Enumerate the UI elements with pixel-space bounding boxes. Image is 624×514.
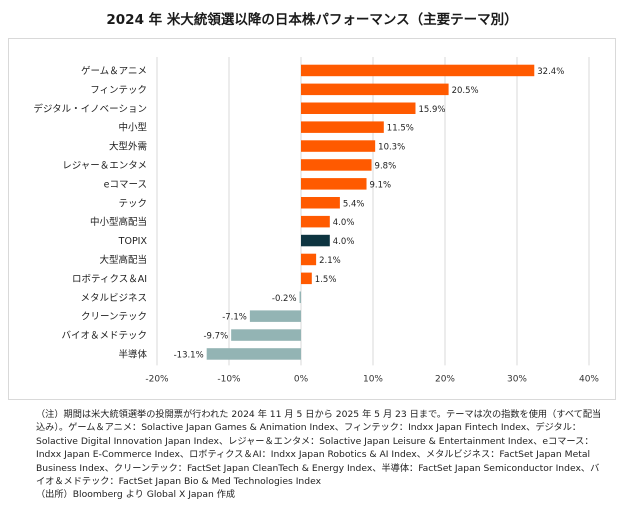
category-label: バイオ＆メドテック [61, 331, 147, 342]
x-tick-label: 20% [435, 374, 455, 384]
category-label: 中小型高配当 [90, 216, 147, 228]
x-tick-label: -10% [217, 374, 241, 384]
data-label: -0.2% [272, 294, 297, 304]
source-text: （出所）Bloomberg より Global X Japan 作成 [36, 489, 236, 501]
bar [301, 272, 312, 285]
bar [301, 253, 317, 266]
category-label: クリーンテック [81, 312, 147, 323]
category-label: メタルビジネス [80, 293, 147, 304]
data-label: 32.4% [537, 67, 564, 77]
category-label: 半導体 [118, 348, 147, 360]
bar [301, 215, 330, 228]
bar [301, 140, 376, 152]
category-label: デジタル・イノベーション [33, 103, 147, 115]
bar [301, 178, 367, 190]
category-label: TOPIX [118, 236, 148, 247]
bar [206, 348, 301, 360]
category-label: eコマース [104, 179, 147, 190]
bar [299, 291, 301, 303]
data-label: 20.5% [452, 86, 479, 96]
category-label: 大型外需 [109, 141, 147, 153]
data-label: 2.1% [319, 256, 341, 266]
bar [231, 329, 301, 341]
data-label: 10.3% [378, 143, 405, 153]
data-label: 9.8% [375, 161, 397, 171]
bar [301, 234, 330, 247]
data-label: 5.4% [343, 199, 365, 209]
data-label: 9.1% [370, 180, 392, 190]
x-tick-label: -20% [145, 374, 169, 384]
data-label: 1.5% [315, 275, 337, 285]
bar [301, 121, 384, 133]
bar-chart: -20% -10% 0% 10% 20% 30% 40% ゲーム＆アニメ 32.4% フィンテック… [33, 57, 599, 384]
note-text: （注）期間は米大統領選挙の投開票が行われた 2024 年 11 月 5 日から … [36, 409, 602, 488]
bar [301, 102, 416, 114]
category-label: フィンテック [90, 85, 147, 96]
data-label: 15.9% [418, 105, 445, 115]
footnotes: （注）期間は米大統領選挙の投開票が行われた 2024 年 11 月 5 日から … [36, 408, 608, 502]
bar [301, 197, 340, 209]
bar [249, 310, 301, 322]
chart-title: 2024 年 米大統領選以降の日本株パフォーマンス（主要テーマ別） [106, 12, 518, 28]
category-label: レジャー＆エンタメ [62, 160, 147, 171]
data-label: -13.1% [174, 350, 204, 360]
data-label: 11.5% [387, 124, 414, 134]
data-label: -7.1% [222, 313, 247, 323]
bar [301, 159, 372, 171]
data-label: 4.0% [333, 218, 355, 228]
category-label: 中小型 [118, 122, 147, 134]
data-label: 4.0% [333, 237, 355, 247]
chart-area: -20% -10% 0% 10% 20% 30% 40% ゲーム＆アニメ 32.4% フィンテック… [8, 38, 616, 400]
bar [301, 83, 449, 96]
x-tick-label: 0% [294, 374, 309, 384]
x-tick-label: 30% [507, 374, 527, 384]
data-label: -9.7% [203, 332, 228, 342]
x-tick-label: 40% [579, 374, 599, 384]
category-label: テック [118, 198, 147, 209]
x-tick-label: 10% [363, 374, 383, 384]
category-label: ロボティクス＆AI [72, 274, 147, 285]
bar [301, 64, 535, 77]
category-label: ゲーム＆アニメ [81, 65, 147, 77]
category-label: 大型高配当 [99, 254, 147, 266]
